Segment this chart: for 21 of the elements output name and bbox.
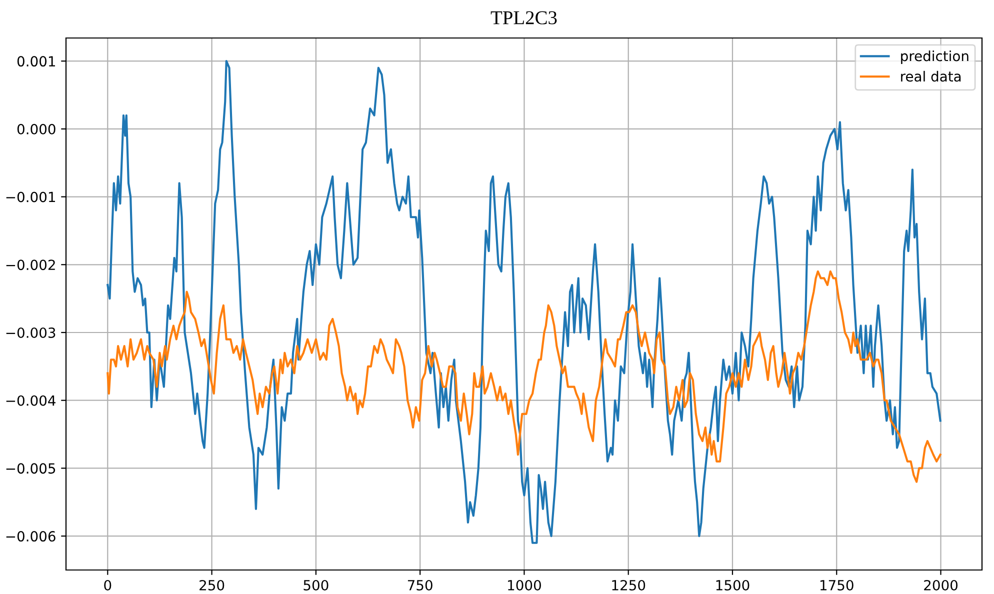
y-tick-label: −0.003 bbox=[6, 327, 56, 338]
x-tick-label: 1500 bbox=[716, 580, 750, 590]
x-tick-label: 1000 bbox=[508, 580, 541, 590]
x-tick-label: 0 bbox=[104, 580, 112, 590]
y-tick-label: −0.001 bbox=[6, 192, 55, 202]
line-series bbox=[106, 270, 942, 483]
y-tick-label: 0.001 bbox=[17, 56, 55, 67]
y-tick-label: −0.002 bbox=[6, 260, 55, 270]
x-tick-label: 500 bbox=[304, 580, 328, 590]
legend-label: real data bbox=[901, 70, 961, 82]
y-tick-label: −0.005 bbox=[6, 463, 56, 474]
x-tick-label: 250 bbox=[200, 580, 224, 590]
legend-label: prediction bbox=[901, 50, 968, 64]
x-tick-label: 1250 bbox=[612, 580, 646, 590]
y-tick-label: 0.000 bbox=[17, 124, 56, 134]
y-tick-label: −0.004 bbox=[6, 395, 56, 406]
y-tick-label: −0.006 bbox=[6, 531, 56, 542]
x-tick-label: 2000 bbox=[924, 580, 958, 590]
chart-title: TPL2C3 bbox=[490, 11, 557, 24]
x-tick-label: 1750 bbox=[820, 580, 854, 590]
x-tick-label: 750 bbox=[408, 580, 432, 590]
